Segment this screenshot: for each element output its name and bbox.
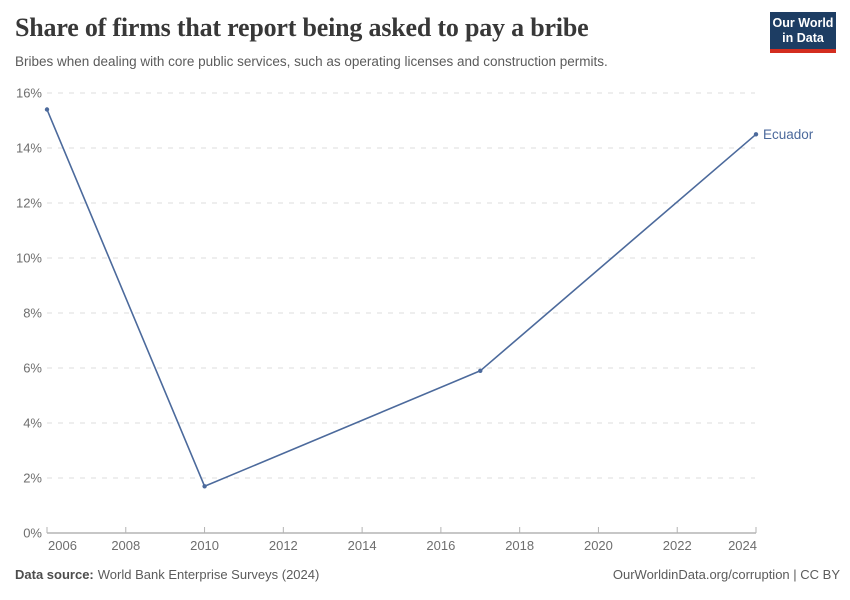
owid-logo[interactable]: Our World in Data: [770, 12, 836, 53]
entity-label[interactable]: Ecuador: [763, 127, 814, 142]
chart-subtitle: Bribes when dealing with core public ser…: [15, 54, 608, 69]
data-source: Data source: World Bank Enterprise Survey…: [15, 567, 319, 582]
data-point[interactable]: [753, 132, 759, 137]
x-tick-label: 2008: [111, 538, 140, 553]
data-source-label: Data source:: [15, 567, 94, 582]
y-tick-label: 14%: [16, 141, 42, 156]
x-tick-label: 2024: [728, 538, 757, 553]
y-tick-label: 2%: [23, 471, 42, 486]
y-tick-label: 6%: [23, 361, 42, 376]
data-point[interactable]: [478, 368, 483, 373]
y-tick-label: 0%: [23, 526, 42, 541]
data-point[interactable]: [44, 107, 50, 112]
y-tick-label: 12%: [16, 196, 42, 211]
y-tick-label: 16%: [16, 86, 42, 101]
x-tick-label: 2010: [190, 538, 219, 553]
y-tick-label: 8%: [23, 306, 42, 321]
chart-footer: Data source: World Bank Enterprise Survey…: [15, 567, 840, 582]
logo-line1: Our World: [772, 16, 834, 30]
x-tick-label: 2018: [505, 538, 534, 553]
x-tick-label: 2006: [48, 538, 77, 553]
y-tick-label: 10%: [16, 251, 42, 266]
data-point[interactable]: [202, 484, 207, 489]
x-tick-label: 2014: [348, 538, 377, 553]
x-tick-label: 2012: [269, 538, 298, 553]
x-tick-label: 2022: [663, 538, 692, 553]
footer-link[interactable]: OurWorldinData.org/corruption | CC BY: [612, 567, 840, 582]
x-tick-label: 2016: [426, 538, 455, 553]
trend-line[interactable]: [46, 108, 757, 488]
page-title: Share of firms that report being asked t…: [15, 13, 589, 42]
x-tick-label: 2020: [584, 538, 613, 553]
data-source-text: World Bank Enterprise Surveys (2024): [97, 567, 320, 582]
y-tick-label: 4%: [23, 416, 42, 431]
logo-line2: in Data: [782, 31, 824, 45]
